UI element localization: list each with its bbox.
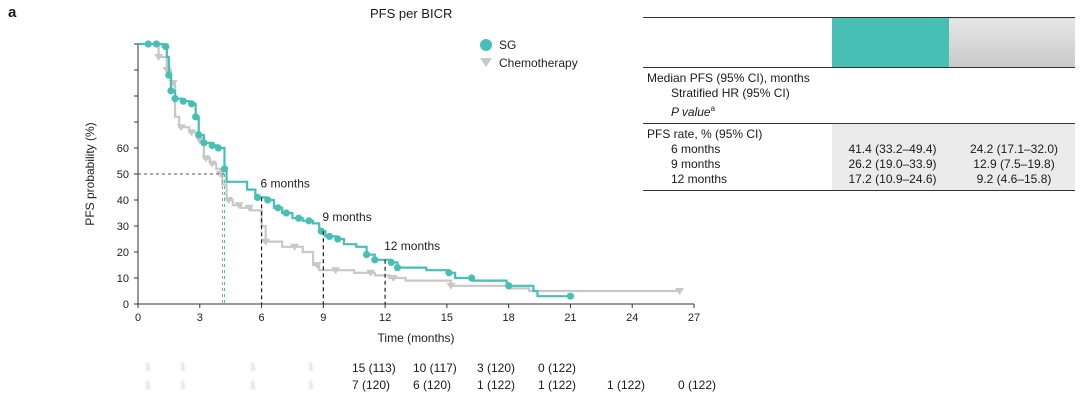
marker-chemotherapy	[244, 204, 254, 212]
rate-sg-9: 26.2 (19.0–33.9)	[848, 157, 937, 171]
x-tick-label: 9	[320, 312, 326, 324]
marker-chemotherapy	[312, 262, 322, 269]
marker-chemotherapy	[388, 275, 398, 282]
x-tick-label: 12	[379, 312, 391, 324]
legend-marker-chemotherapy	[480, 58, 492, 67]
y-axis-label: PFS probability (%)	[83, 122, 97, 225]
marker-sg	[325, 232, 334, 240]
marker-chemotherapy	[261, 238, 271, 246]
marker-chemotherapy	[195, 137, 205, 145]
rate-row-label-6: 6 months	[671, 142, 721, 156]
marker-chemotherapy	[234, 202, 244, 210]
summary-header-sg	[832, 17, 949, 68]
y-tick-label: 30	[117, 221, 129, 233]
marker-chemotherapy	[201, 155, 211, 163]
y-tick-label: 50	[117, 169, 129, 181]
x-tick-label: 3	[197, 312, 203, 324]
x-tick-label: 21	[564, 312, 576, 324]
marker-sg	[152, 40, 161, 48]
series-line-chemotherapy	[138, 42, 680, 293]
marker-chemotherapy	[675, 288, 685, 295]
marker-chemotherapy	[176, 124, 186, 132]
marker-sg	[208, 141, 216, 149]
x-tick-label: 27	[688, 312, 700, 324]
summary-rate-section: PFS rate, % (95% CI) 6 months 9 months 1…	[643, 123, 1075, 191]
y-tick-label: 60	[117, 143, 129, 155]
marker-sg	[187, 100, 196, 108]
marker-sg	[192, 113, 200, 121]
marker-sg	[305, 217, 313, 225]
summary-median-section: Median PFS (95% CI), months Stratified H…	[643, 67, 1075, 124]
rate-sg-12: 17.2 (10.9–24.6)	[848, 172, 937, 186]
marker-sg	[195, 131, 203, 139]
y-tick-label: 20	[117, 247, 129, 259]
marker-sg	[253, 193, 262, 201]
y-tick-label: 40	[117, 195, 129, 207]
rate-chemo-6: 24.2 (17.1–32.0)	[969, 142, 1059, 156]
rate-sg-6: 41.4 (33.2–49.4)	[848, 142, 937, 156]
marker-chemotherapy	[207, 160, 217, 168]
y-tick-label: 10	[117, 273, 129, 285]
legend-marker-sg	[480, 39, 492, 51]
marker-sg	[393, 264, 402, 272]
y-tick-label: 0	[123, 299, 129, 311]
marker-sg	[220, 165, 229, 173]
marker-sg	[334, 235, 342, 243]
marker-sg	[144, 40, 152, 48]
x-tick-label: 18	[503, 312, 515, 324]
marker-chemotherapy	[187, 129, 197, 137]
x-axis-label: Time (months)	[378, 331, 455, 345]
marker-chemotherapy	[224, 197, 234, 204]
hr-label: Stratified HR (95% CI)	[671, 86, 790, 100]
annotation-label-12: 12 months	[384, 239, 440, 253]
summary-header-row	[643, 17, 1075, 68]
rate-chemo-12: 9.2 (4.6–15.8)	[976, 172, 1052, 186]
marker-chemotherapy	[154, 54, 164, 61]
x-tick-label: 6	[258, 312, 264, 324]
marker-sg	[387, 258, 395, 266]
rate-label: PFS rate, % (95% CI)	[647, 127, 763, 141]
series-line-sg	[138, 42, 571, 298]
marker-sg	[282, 209, 290, 217]
marker-chemotherapy	[446, 282, 456, 290]
marker-sg	[566, 292, 575, 300]
marker-sg	[167, 87, 175, 95]
rate-chemo-9: 12.9 (7.5–19.8)	[973, 157, 1055, 171]
marker-sg	[445, 269, 453, 277]
marker-sg	[171, 95, 179, 103]
x-tick-label: 0	[135, 312, 141, 324]
rate-row-label-12: 12 months	[671, 172, 728, 186]
marker-sg	[505, 282, 513, 290]
rate-row-label-9: 9 months	[671, 157, 721, 171]
marker-sg	[362, 251, 371, 259]
x-tick-label: 24	[626, 312, 638, 324]
marker-chemotherapy	[366, 269, 376, 277]
marker-sg	[179, 97, 187, 105]
legend-label-sg: SG	[499, 38, 516, 52]
summary-header-blank	[643, 17, 832, 68]
marker-sg	[162, 43, 170, 51]
marker-chemotherapy	[331, 267, 341, 275]
p-label: P valuea	[671, 104, 716, 119]
summary-table: Median PFS (95% CI), months Stratified H…	[643, 17, 1075, 191]
median-label: Median PFS (95% CI), months	[647, 71, 810, 85]
marker-chemotherapy	[215, 171, 225, 178]
marker-sg	[371, 256, 379, 264]
marker-sg	[165, 71, 173, 79]
panel-label: a	[8, 4, 17, 21]
marker-sg	[264, 196, 272, 204]
chart-title: PFS per BICR	[370, 6, 453, 21]
annotation-label-6: 6 months	[261, 176, 310, 190]
marker-sg	[468, 274, 476, 282]
marker-sg	[200, 139, 208, 147]
summary-header-chemo	[949, 17, 1075, 68]
marker-chemotherapy	[290, 243, 300, 251]
x-tick-label: 15	[441, 312, 453, 324]
annotation-label-9: 9 months	[322, 210, 371, 224]
marker-sg	[274, 204, 282, 212]
marker-sg	[295, 214, 303, 222]
legend-label-chemotherapy: Chemotherapy	[499, 56, 578, 70]
marker-sg	[214, 144, 222, 152]
